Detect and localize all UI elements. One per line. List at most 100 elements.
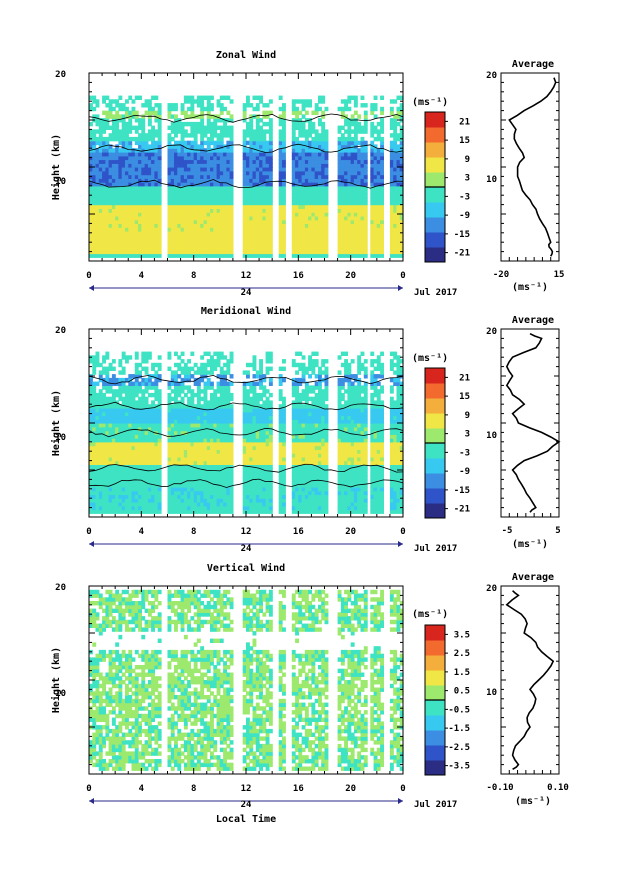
heatmap-cell	[373, 103, 378, 108]
heatmap-cell	[340, 110, 345, 115]
heatmap-cell	[347, 144, 352, 149]
heatmap-cell	[219, 253, 224, 258]
heatmap-cell	[177, 434, 182, 439]
heatmap-cell	[174, 133, 178, 138]
heatmap-cell	[246, 227, 250, 232]
heatmap-cell	[121, 234, 126, 240]
heatmap-cell	[138, 212, 142, 217]
heatmap-cell	[249, 204, 254, 209]
heatmap-cell	[282, 103, 286, 108]
heatmap-cell	[154, 208, 159, 213]
heatmap-cell	[92, 355, 97, 360]
heatmap-cell	[141, 174, 146, 179]
heatmap-cell	[128, 374, 133, 379]
heatmap-cell	[213, 486, 218, 492]
heatmap-cell	[174, 400, 178, 405]
heatmap-cell	[147, 471, 152, 477]
heatmap-cell	[177, 155, 182, 161]
heatmap-cell	[268, 215, 273, 221]
heatmap-cell	[134, 374, 139, 379]
heatmap-cell	[360, 253, 365, 258]
heatmap-cell	[396, 253, 401, 258]
heatmap-cell	[157, 377, 162, 383]
heatmap-cell	[92, 419, 97, 424]
heatmap-cell	[131, 193, 136, 198]
heatmap-cell	[370, 249, 375, 255]
heatmap-cell	[278, 223, 283, 228]
heatmap-cell	[318, 212, 322, 217]
heatmap-cell	[144, 475, 149, 480]
heatmap-cell	[144, 193, 149, 198]
heatmap-cell	[210, 215, 214, 221]
heatmap-cell	[125, 253, 129, 258]
heatmap-cell	[255, 170, 260, 176]
heatmap-cell	[340, 219, 345, 224]
zonal-heatmap	[88, 95, 404, 258]
heatmap-cell	[229, 178, 234, 183]
heatmap-cell	[183, 219, 188, 224]
heatmap-cell	[105, 223, 110, 228]
heatmap-cell	[314, 200, 319, 206]
heatmap-cell	[324, 200, 329, 206]
heatmap-cell	[262, 136, 267, 142]
heatmap-cell	[98, 419, 103, 424]
heatmap-cell	[219, 110, 224, 115]
heatmap-cell	[105, 174, 110, 179]
heatmap-cell	[252, 505, 257, 511]
heatmap-cell	[376, 185, 381, 191]
heatmap-cell	[102, 392, 106, 398]
heatmap-cell	[376, 246, 381, 251]
heatmap-cell	[304, 200, 309, 206]
heatmap-cell	[138, 464, 142, 469]
heatmap-cell	[108, 242, 113, 247]
heatmap-cell	[144, 110, 149, 115]
heatmap-cell	[167, 133, 172, 138]
heatmap-cell	[252, 136, 257, 142]
heatmap-cell	[206, 498, 211, 503]
heatmap-cell	[370, 223, 375, 228]
heatmap-cell	[141, 453, 146, 458]
heatmap-cell	[118, 411, 123, 417]
heatmap-cell	[144, 423, 149, 428]
heatmap-cell	[246, 498, 250, 503]
heatmap-cell	[370, 193, 375, 198]
heatmap-cell	[314, 106, 319, 112]
heatmap-cell	[92, 498, 97, 503]
heatmap-cell	[347, 223, 352, 228]
heatmap-cell	[357, 215, 362, 221]
heatmap-cell	[213, 408, 218, 413]
heatmap-cell	[357, 170, 362, 176]
heatmap-cell	[301, 140, 306, 146]
heatmap-cell	[147, 419, 152, 424]
heatmap-cell	[229, 490, 234, 496]
heatmap-cell	[226, 200, 231, 206]
heatmap-cell	[141, 185, 146, 191]
heatmap-cell	[121, 246, 126, 251]
heatmap-cell	[268, 140, 273, 146]
heatmap-cell	[98, 377, 103, 383]
heatmap-cell	[134, 411, 139, 417]
heatmap-cell	[170, 103, 175, 108]
heatmap-cell	[396, 230, 401, 236]
heatmap-cell	[177, 129, 182, 134]
heatmap-cell	[193, 456, 198, 462]
heatmap-cell	[291, 106, 296, 112]
heatmap-cell	[360, 148, 365, 153]
heatmap-cell	[314, 110, 319, 115]
heatmap-cell	[89, 389, 93, 394]
heatmap-cell	[265, 182, 270, 187]
heatmap-cell	[249, 411, 254, 417]
heatmap-cell	[170, 464, 175, 469]
heatmap-cell	[180, 238, 185, 243]
heatmap-cell	[196, 159, 201, 164]
heatmap-cell	[125, 114, 129, 119]
heatmap-cell	[262, 155, 267, 161]
heatmap-cell	[337, 234, 342, 240]
heatmap-cell	[138, 468, 142, 473]
heatmap-cell	[262, 189, 267, 194]
heatmap-cell	[304, 167, 309, 172]
heatmap-cell	[108, 163, 113, 168]
heatmap-cell	[206, 438, 211, 443]
heatmap-cell	[190, 351, 195, 356]
heatmap-cell	[219, 219, 224, 224]
